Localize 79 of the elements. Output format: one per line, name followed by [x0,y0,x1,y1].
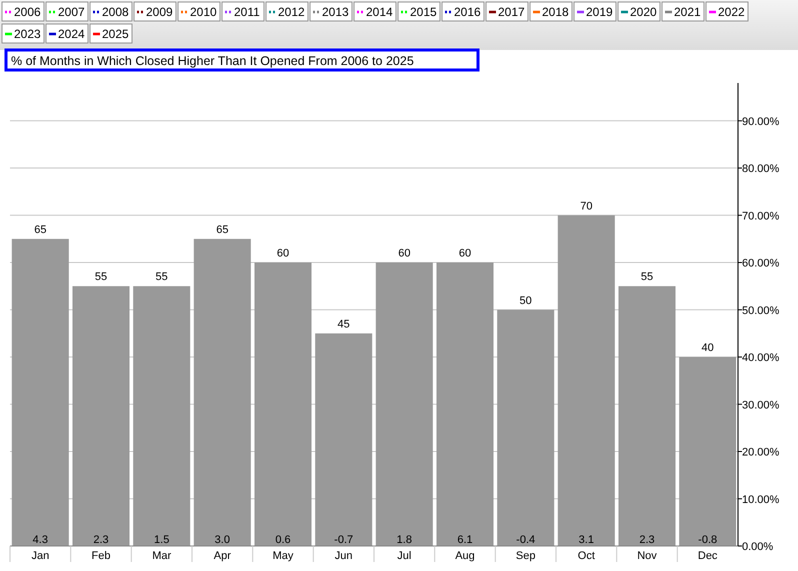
chart-title: % of Months in Which Closed Higher Than It Opened From 2006 to 2025 [11,54,414,68]
x-tick-label: Apr [214,550,232,562]
annotation: 1.5 [154,534,170,546]
x-tick-label: May [272,550,294,562]
annotation: -0.4 [516,534,536,546]
data-label: 45 [338,318,350,330]
legend-label: 2022 [718,5,746,19]
y-tick-label: 40.00% [742,352,780,364]
legend-label: 2020 [630,5,658,19]
data-label: 40 [702,342,714,354]
legend-label: 2023 [14,27,42,41]
x-tick-label: Sep [516,550,536,562]
annotation: -0.8 [698,534,718,546]
bar [194,238,251,546]
y-tick-label: 20.00% [742,446,780,459]
y-tick-label: 80.00% [742,163,780,176]
data-label: 65 [34,224,46,236]
legend-label: 2009 [146,5,174,19]
data-label: 60 [398,248,410,260]
annotation: 2.3 [93,534,109,546]
annotation: 2.3 [639,534,655,546]
y-tick-label: 70.00% [742,210,780,222]
legend-label: 2008 [102,5,130,19]
annotation: 1.8 [396,534,412,546]
x-tick-label: Dec [698,550,718,562]
data-label: 55 [156,271,168,284]
legend-label: 2025 [102,27,130,41]
legend-label: 2006 [14,5,42,19]
y-tick-label: 90.00% [742,116,780,128]
bar [376,262,433,546]
bar [254,262,312,546]
legend-label: 2017 [498,5,526,19]
y-tick-label: 0.00% [742,541,774,553]
y-tick-label: 50.00% [742,304,780,317]
legend-label: 2013 [322,5,350,19]
legend-label: 2019 [586,5,614,19]
legend-label: 2015 [410,5,438,19]
bar [133,286,190,546]
x-tick-label: Feb [92,550,110,562]
bar [315,333,372,546]
bar [679,357,736,546]
bar [558,215,615,546]
bar [12,238,69,546]
legend-label: 2024 [58,27,86,41]
annotation: 4.3 [32,534,48,546]
annotation: 3.1 [578,534,594,546]
legend-label: 2007 [58,5,86,19]
legend-label: 2011 [234,5,260,19]
data-label: 60 [458,248,472,260]
legend-label: 2018 [542,5,570,19]
annotation: -0.7 [334,534,354,546]
y-tick-label: 10.00% [742,494,780,506]
legend-label: 2012 [278,5,306,19]
x-tick-label: Jun [334,550,353,562]
bar [72,286,130,546]
x-tick-label: Aug [455,550,475,562]
legend-label: 2016 [454,5,482,19]
annotation: 0.6 [275,534,291,546]
legend-label: 2021 [674,5,702,19]
bar [436,262,494,546]
x-tick-label: Jan [31,550,50,562]
data-label: 65 [216,224,228,236]
annotation: 6.1 [457,534,473,546]
bar [497,310,554,546]
x-tick-label: Nov [637,550,658,562]
x-tick-label: Jul [397,550,412,562]
y-tick-label: 30.00% [742,399,780,412]
data-label: 55 [94,271,108,284]
data-label: 50 [520,294,532,307]
y-tick-label: 60.00% [742,258,780,270]
legend-label: 2014 [366,5,394,19]
x-tick-label: Oct [578,550,595,562]
x-tick-label: Mar [152,550,172,562]
data-label: 60 [276,248,290,260]
data-label: 55 [640,271,654,284]
bar [618,286,676,546]
data-label: 70 [580,200,592,212]
annotation: 3.0 [214,534,230,546]
legend-label: 2010 [190,5,218,19]
